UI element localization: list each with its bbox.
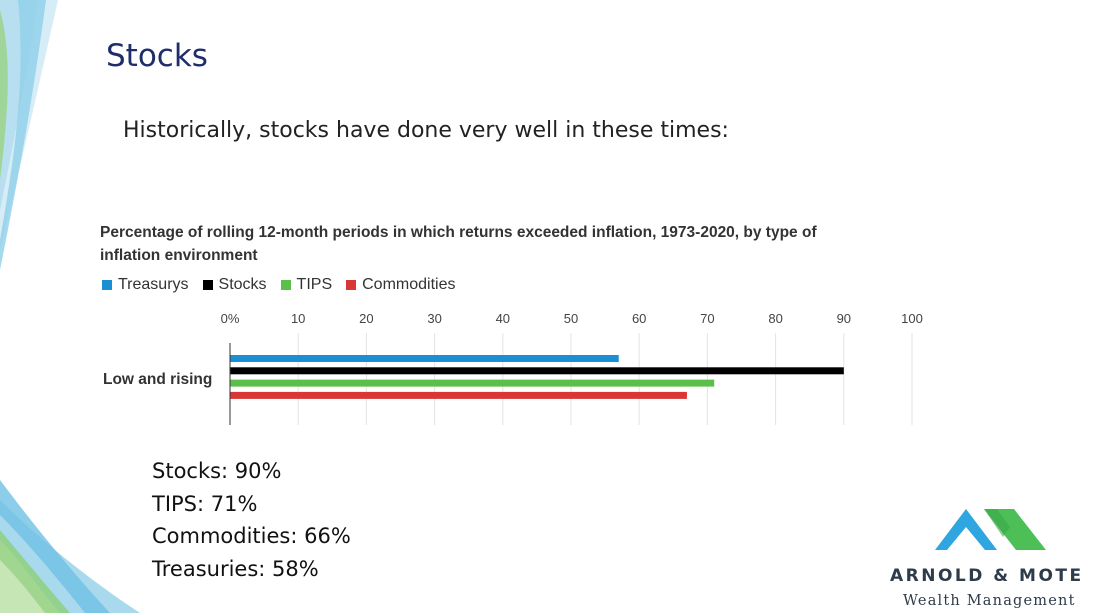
stat-tips: TIPS: 71% — [152, 491, 258, 516]
legend-item-treasurys: Treasurys — [102, 276, 189, 294]
legend-swatch-tips — [280, 280, 291, 290]
legend-item-stocks: Stocks — [202, 276, 267, 294]
bar-commodities — [230, 391, 687, 399]
bar-stocks — [230, 367, 844, 375]
legend-swatch-stocks — [202, 280, 213, 290]
x-tick-label: 20 — [359, 311, 373, 326]
x-tick-label: 10 — [291, 311, 305, 326]
legend-item-commodities: Commodities — [346, 276, 455, 294]
x-tick-label: 50 — [564, 311, 578, 326]
logo-tagline: Wealth Management — [903, 593, 1076, 609]
x-axis-ticks: 0% 10 20 30 40 50 60 70 80 90 100 — [221, 311, 923, 326]
legend-label-treasurys: Treasurys — [118, 276, 189, 293]
stat-treasuries: Treasuries: 58% — [152, 556, 319, 581]
stat-stocks: Stocks: 90% — [152, 459, 282, 483]
slide-subtitle: Historically, stocks have done very well… — [123, 118, 729, 143]
legend-label-commodities: Commodities — [362, 276, 456, 293]
chart-legend: Treasurys Stocks TIPS Commodities — [102, 276, 455, 294]
legend-label-tips: TIPS — [296, 276, 333, 293]
bar-treasurys — [230, 355, 619, 362]
chart-grid — [297, 333, 913, 425]
legend-item-tips: TIPS — [280, 276, 333, 294]
category-label-low-and-rising: Low and rising — [103, 371, 212, 388]
legend-label-stocks: Stocks — [218, 276, 267, 293]
bar-tips — [230, 379, 715, 387]
chart-bars — [230, 355, 844, 399]
chart-title: Percentage of rolling 12-month periods i… — [100, 224, 817, 264]
x-tick-label: 0% — [221, 311, 240, 326]
logo-wordmark: ARNOLD & MOTE — [890, 566, 1084, 586]
slide-title: Stocks — [106, 38, 208, 74]
x-tick-label: 100 — [901, 311, 923, 326]
legend-swatch-commodities — [346, 280, 357, 290]
x-tick-label: 80 — [768, 311, 782, 326]
stat-commodities: Commodities: 66% — [152, 524, 351, 548]
x-tick-label: 40 — [496, 311, 510, 326]
stat-list: Stocks: 90% TIPS: 71% Commodities: 66% T… — [152, 455, 351, 585]
legend-swatch-treasurys — [102, 280, 112, 290]
x-tick-label: 30 — [427, 311, 441, 326]
x-tick-label: 90 — [837, 311, 851, 326]
x-tick-label: 70 — [700, 311, 714, 326]
x-tick-label: 60 — [632, 311, 646, 326]
